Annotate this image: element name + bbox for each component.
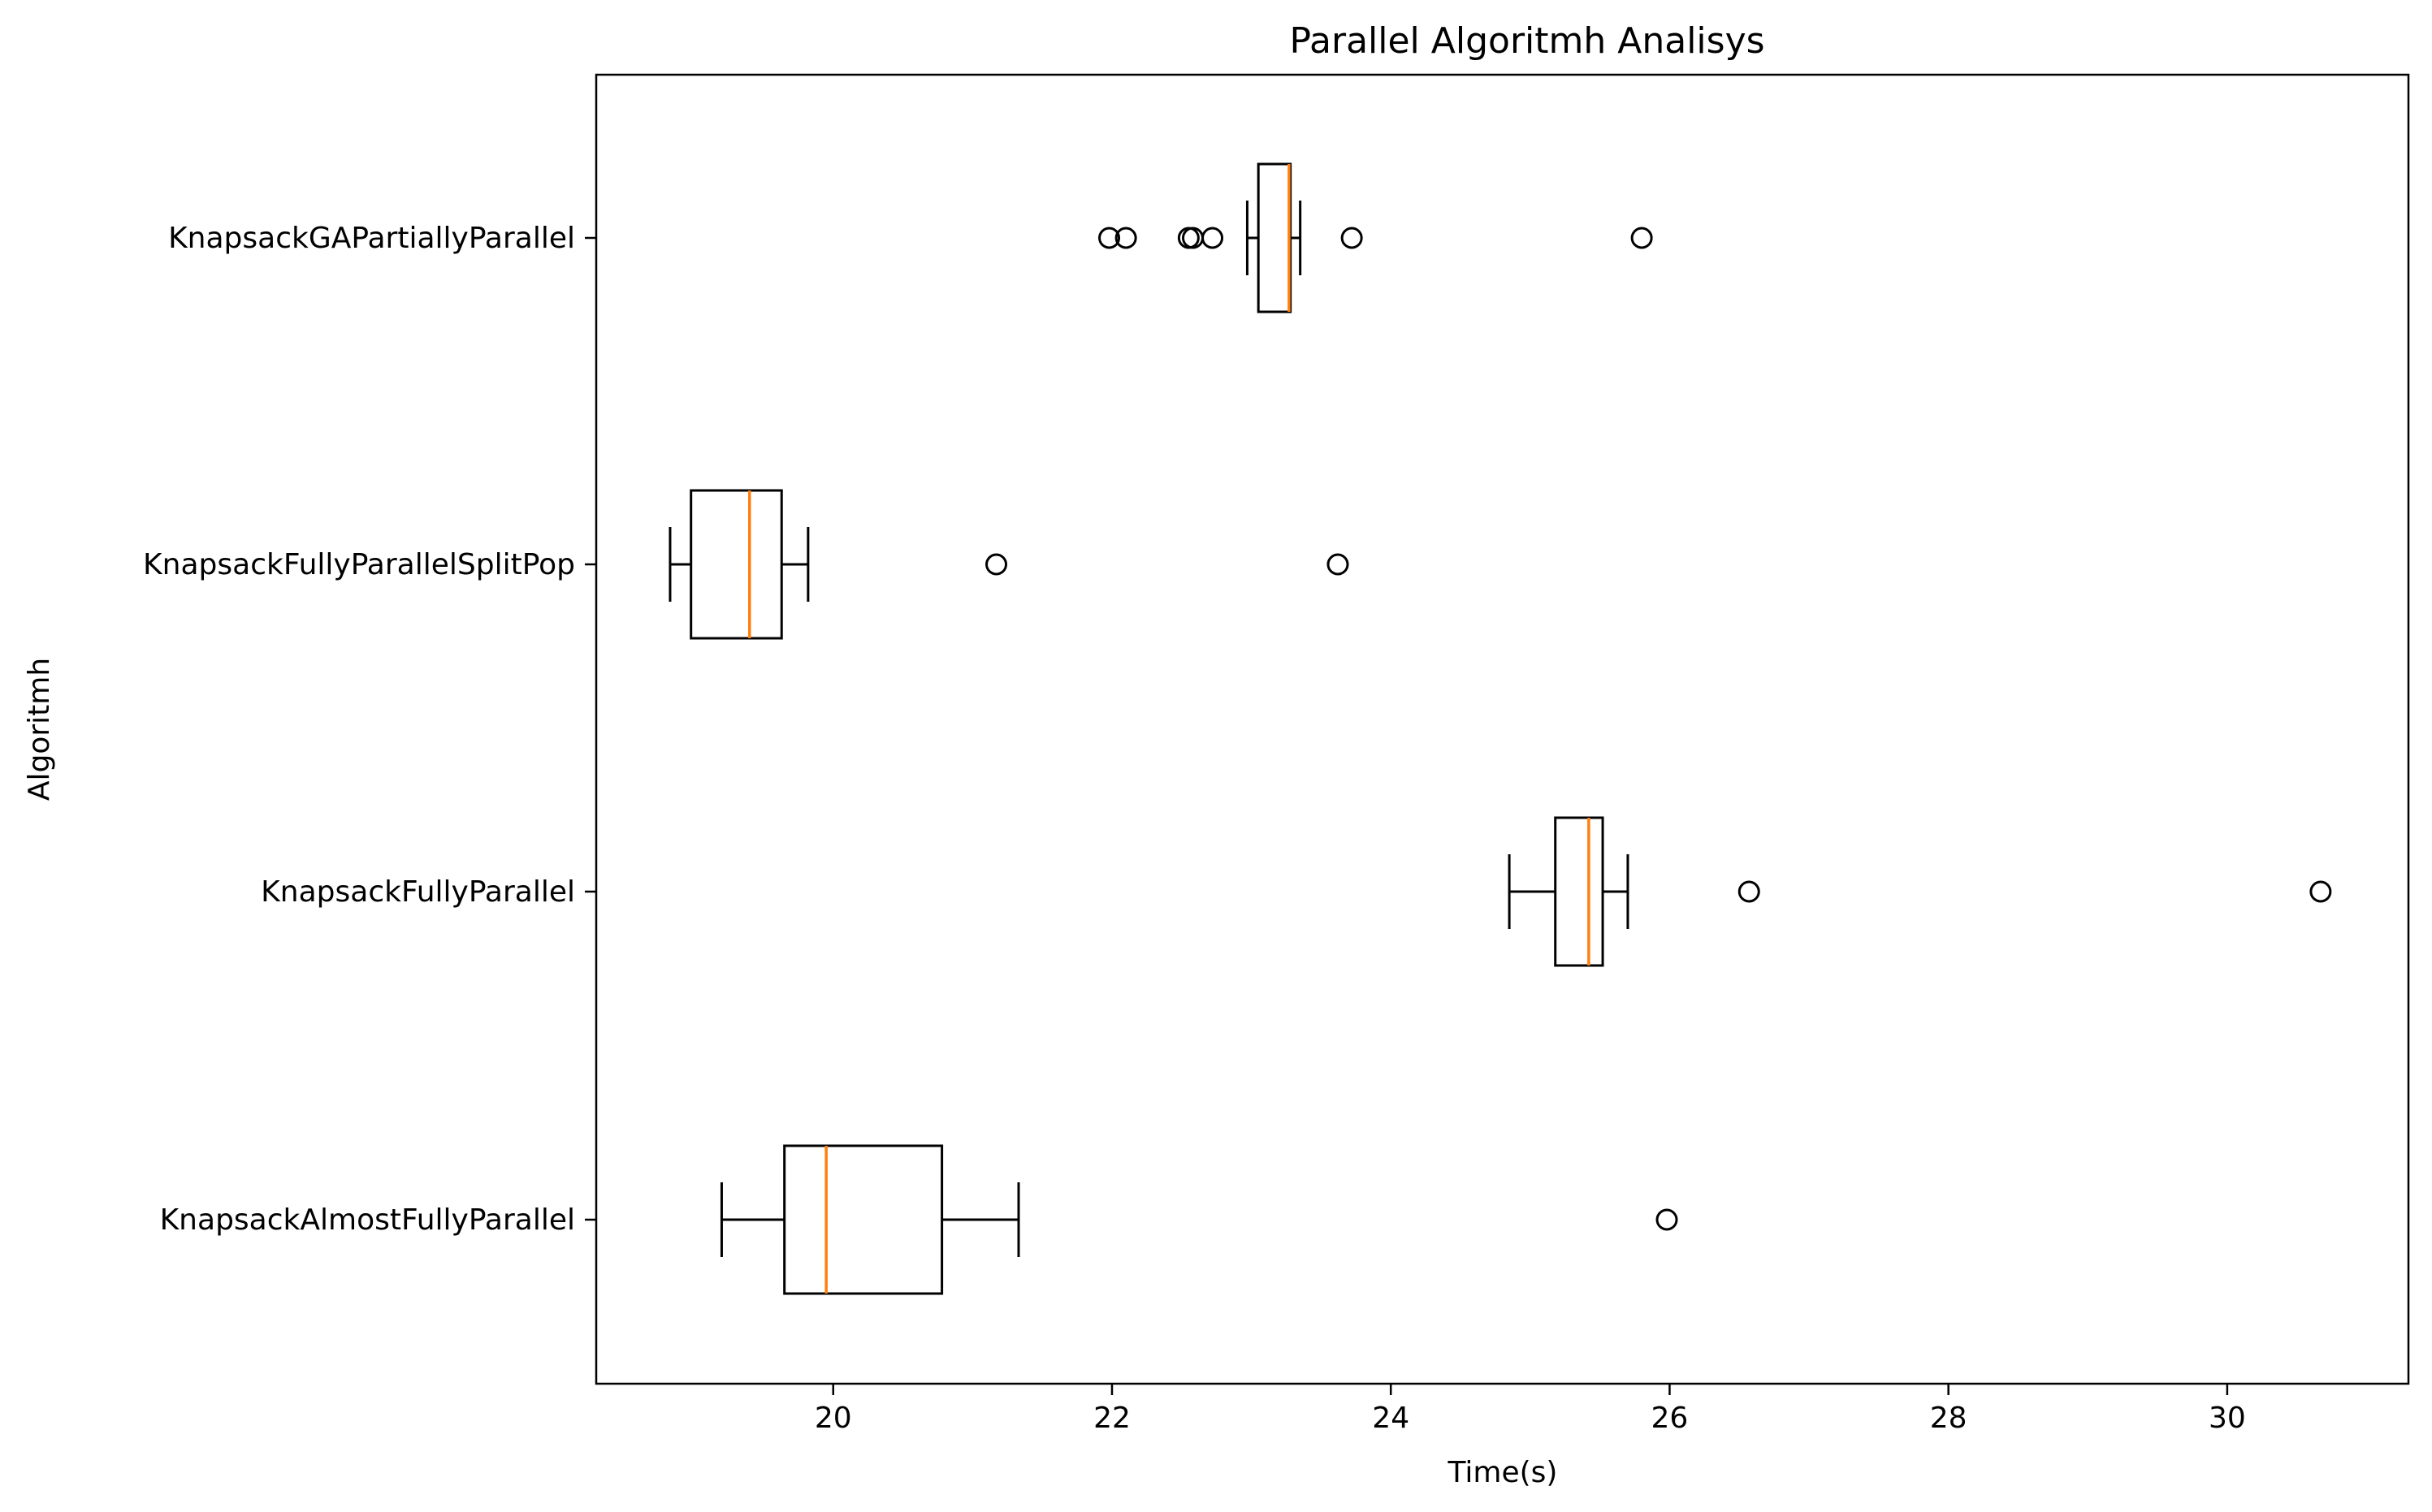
iqr-box xyxy=(1554,816,1604,967)
x-tick-label: 22 xyxy=(1093,1402,1131,1435)
box-group xyxy=(720,1144,1678,1295)
x-tick-label: 26 xyxy=(1651,1402,1689,1435)
box-group xyxy=(1508,816,2332,967)
y-axis-label: Algoritmh xyxy=(23,658,56,801)
outlier-point xyxy=(1326,553,1349,576)
y-tick-label: KnapsackGAPartiallyParallel xyxy=(168,222,575,255)
x-tick-label: 30 xyxy=(2209,1402,2246,1435)
y-tick-label: KnapsackFullyParallelSplitPop xyxy=(143,548,575,581)
outlier-point xyxy=(985,553,1008,576)
box-series xyxy=(669,162,2332,1295)
box-group xyxy=(669,489,1349,640)
outlier-point xyxy=(1630,227,1653,249)
x-axis-label: Time(s) xyxy=(1448,1456,1558,1489)
outlier-point xyxy=(1655,1208,1678,1231)
iqr-box xyxy=(690,489,783,640)
outlier-point xyxy=(1737,880,1760,903)
outlier-point xyxy=(2309,880,2332,903)
y-axis: KnapsackAlmostFullyParallel KnapsackFully… xyxy=(143,222,596,1237)
outlier-point xyxy=(1182,227,1205,249)
outlier-point xyxy=(1098,227,1121,249)
box-group xyxy=(1098,162,1653,313)
chart-title: Parallel Algoritmh Analisys xyxy=(1289,20,1764,62)
outlier-point xyxy=(1340,227,1363,249)
outlier-point xyxy=(1114,227,1137,249)
y-tick-label: KnapsackFullyParallel xyxy=(261,875,575,909)
outlier-point xyxy=(1177,227,1200,249)
x-tick-label: 28 xyxy=(1930,1402,1967,1435)
y-tick-label: KnapsackAlmostFullyParallel xyxy=(160,1203,575,1237)
iqr-box xyxy=(1257,162,1292,313)
x-axis: 20 22 24 26 28 30 xyxy=(815,1384,2246,1435)
x-tick-label: 20 xyxy=(815,1402,852,1435)
iqr-box xyxy=(783,1144,944,1295)
plot-frame xyxy=(595,73,2410,1385)
outlier-point xyxy=(1201,227,1224,249)
x-tick-label: 24 xyxy=(1372,1402,1409,1435)
